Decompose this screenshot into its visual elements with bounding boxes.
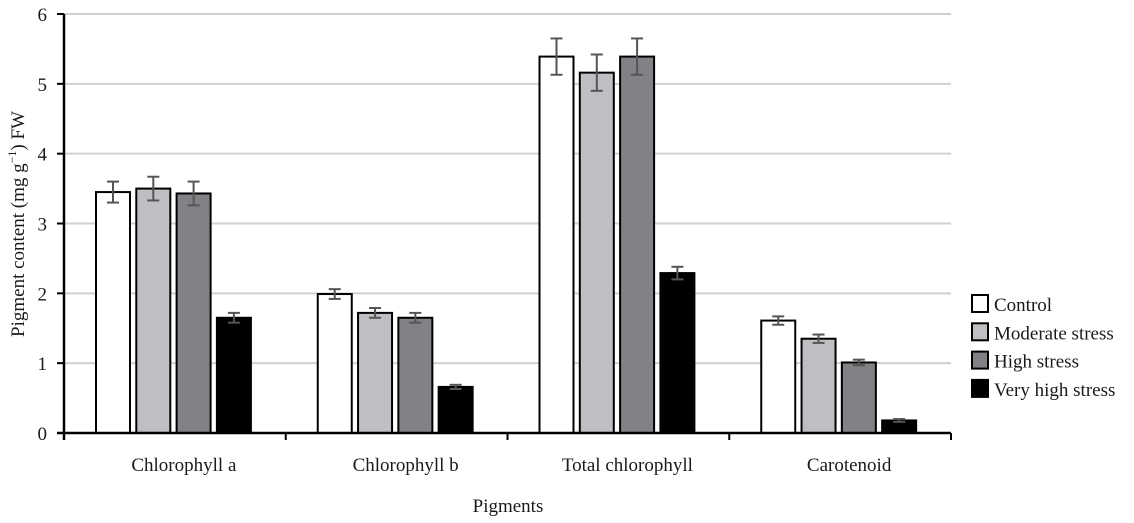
error-bar xyxy=(227,311,240,324)
error-bar xyxy=(631,37,644,76)
error-bar xyxy=(852,358,865,367)
y-tick-label: 5 xyxy=(38,75,48,96)
x-axis-title: Pigments xyxy=(473,496,544,517)
bar-moderate-stress xyxy=(357,311,394,434)
legend-swatch xyxy=(971,294,989,313)
y-axis-title-superscript: −1 xyxy=(5,151,19,164)
error-bar xyxy=(812,333,825,344)
bar-control xyxy=(538,55,575,435)
bar-control xyxy=(95,191,131,434)
bar-group-chlorophyll-b xyxy=(316,288,474,435)
legend-swatch xyxy=(971,322,989,342)
y-axis-ticks: 0 1 2 3 4 5 6 xyxy=(38,5,64,445)
axes xyxy=(57,14,952,440)
error-bar xyxy=(107,180,119,204)
x-axis-category-labels: Chlorophyll a Chlorophyll b Total chloroph… xyxy=(131,455,891,476)
error-bar xyxy=(550,37,563,76)
bar-group-total-chlorophyll xyxy=(538,37,696,435)
x-category-label: Carotenoid xyxy=(807,455,892,476)
legend-item: Moderate stress xyxy=(971,322,1114,344)
legend-item: Very high stress xyxy=(971,378,1115,401)
legend-item: High stress xyxy=(971,350,1079,373)
y-tick-label: 4 xyxy=(38,145,48,166)
legend-item: Control xyxy=(971,294,1052,316)
error-bar xyxy=(147,175,160,202)
error-bar xyxy=(369,306,382,319)
x-category-label: Chlorophyll a xyxy=(131,455,237,476)
bar-group-chlorophyll-a xyxy=(95,175,252,434)
bar-very-high-stress xyxy=(437,385,474,435)
error-bar xyxy=(772,315,785,326)
legend-label: High stress xyxy=(994,352,1079,373)
legend-label: Control xyxy=(994,295,1052,316)
error-bar xyxy=(187,180,200,207)
y-axis-title-main: Pigment content (mg g xyxy=(8,163,29,337)
bar-very-high-stress xyxy=(215,316,252,434)
bar-moderate-stress xyxy=(135,187,172,434)
x-category-label: Chlorophyll b xyxy=(353,455,459,476)
y-tick-label: 2 xyxy=(38,284,48,305)
bar-high-stress xyxy=(840,361,877,434)
error-bar xyxy=(590,53,603,92)
y-tick-label: 0 xyxy=(38,424,48,445)
y-tick-label: 6 xyxy=(38,5,48,26)
bar-group-carotenoid xyxy=(760,315,918,435)
bar-high-stress xyxy=(397,316,434,434)
x-category-label: Total chlorophyll xyxy=(562,455,693,476)
error-bar xyxy=(328,288,341,300)
error-bar xyxy=(449,383,462,391)
bar-series xyxy=(95,37,918,435)
error-bar xyxy=(409,311,422,324)
y-tick-label: 1 xyxy=(38,354,48,375)
legend-swatch xyxy=(971,350,989,370)
error-bar xyxy=(671,265,684,281)
error-bar xyxy=(893,418,906,423)
y-axis-title-tail: ) FW xyxy=(8,111,29,151)
legend: Control Moderate stress High stress Very hi… xyxy=(971,294,1115,401)
bar-very-high-stress xyxy=(659,272,696,434)
legend-swatch xyxy=(971,378,989,398)
legend-label: Moderate stress xyxy=(994,323,1114,344)
bar-high-stress xyxy=(619,55,656,435)
y-tick-label: 3 xyxy=(38,215,48,236)
bar-high-stress xyxy=(175,192,212,434)
bar-control xyxy=(316,293,353,435)
bar-control xyxy=(760,319,797,434)
legend-label: Very high stress xyxy=(994,380,1115,401)
y-axis-title: Pigment content (mg g−1) FW xyxy=(5,111,29,337)
bar-moderate-stress xyxy=(800,337,837,435)
bar-moderate-stress xyxy=(578,71,615,434)
